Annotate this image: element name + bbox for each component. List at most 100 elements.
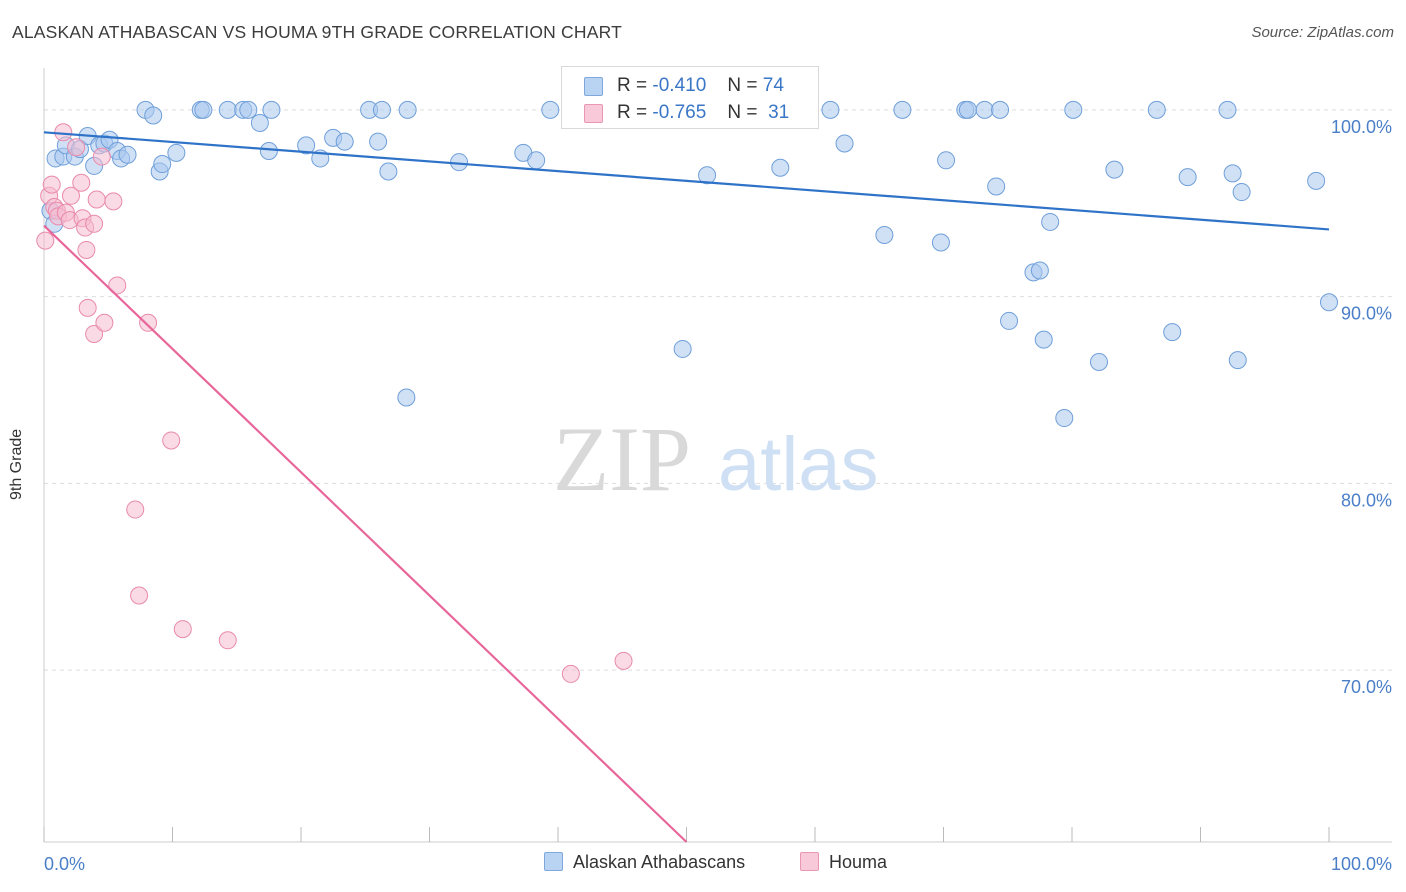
- data-point-athabascan: [218, 100, 237, 119]
- watermark-zip: ZIP: [553, 408, 691, 510]
- bottom-legend-label: Alaskan Athabascans: [573, 852, 746, 872]
- data-point-athabascan: [821, 100, 840, 119]
- data-point-athabascan: [144, 106, 163, 125]
- watermark: ZIP atlas: [553, 408, 879, 510]
- legend-r-label: R =: [617, 75, 648, 96]
- data-point-athabascan: [239, 100, 258, 119]
- data-point-athabascan: [397, 388, 416, 407]
- legend-n-value: 74: [762, 75, 784, 96]
- data-point-athabascan: [893, 100, 912, 119]
- data-point-houma: [42, 175, 61, 194]
- data-point-athabascan: [1030, 261, 1049, 280]
- data-point-houma: [95, 313, 114, 332]
- data-point-athabascan: [771, 158, 790, 177]
- data-point-athabascan: [118, 145, 137, 164]
- data-point-athabascan: [1105, 160, 1124, 179]
- y-tick-label: 100.0%: [1331, 117, 1392, 137]
- axis-layer: 70.0% 80.0% 90.0% 100.0% 0.0% 100.0%: [43, 68, 1392, 874]
- data-point-athabascan: [541, 100, 560, 119]
- data-point-athabascan: [1147, 100, 1166, 119]
- y-tick-label: 90.0%: [1341, 304, 1392, 324]
- data-point-athabascan: [1320, 293, 1338, 312]
- data-point-athabascan: [1232, 183, 1251, 202]
- data-point-athabascan: [1218, 100, 1237, 119]
- data-point-houma: [77, 240, 96, 259]
- data-point-athabascan: [250, 113, 269, 132]
- bottom-legend-athabascan: Alaskan Athabascans: [544, 852, 745, 873]
- data-point-houma: [36, 231, 55, 250]
- data-point-athabascan: [1089, 353, 1108, 372]
- legend-swatch-pink: [584, 104, 603, 123]
- data-point-houma: [92, 147, 111, 166]
- data-point-athabascan: [1041, 212, 1060, 231]
- source-label: Source: ZipAtlas.com: [1251, 24, 1394, 41]
- data-point-athabascan: [931, 233, 950, 252]
- data-point-houma: [130, 586, 149, 605]
- data-point-houma: [162, 431, 181, 450]
- data-point-athabascan: [991, 100, 1010, 119]
- data-point-athabascan: [937, 151, 956, 170]
- grid-layer: [44, 109, 1392, 671]
- data-point-athabascan: [262, 100, 281, 119]
- legend-swatch-blue: [584, 77, 603, 96]
- chart-title: ALASKAN ATHABASCAN VS HOUMA 9TH GRADE CO…: [12, 22, 623, 42]
- legend-n-label: N =: [727, 75, 758, 96]
- data-point-athabascan: [297, 136, 316, 155]
- data-point-athabascan: [167, 143, 186, 162]
- data-point-houma: [561, 664, 580, 683]
- data-point-athabascan: [673, 339, 692, 358]
- bottom-legend-swatch-blue: [544, 852, 563, 871]
- trend-line-houma: [43, 224, 688, 843]
- data-point-houma: [78, 298, 97, 317]
- trend-layer: [43, 131, 1330, 843]
- data-point-houma: [85, 325, 104, 343]
- x-tick-label: 0.0%: [44, 854, 85, 874]
- points-layer: [36, 100, 1338, 683]
- data-point-athabascan: [372, 100, 391, 119]
- trend-line-athabascan: [43, 131, 1330, 231]
- x-tick-label: 100.0%: [1331, 854, 1392, 874]
- data-point-houma: [85, 214, 104, 233]
- data-point-houma: [72, 173, 91, 192]
- data-point-athabascan: [1064, 100, 1083, 119]
- data-point-houma: [67, 138, 86, 157]
- data-point-athabascan: [369, 132, 388, 151]
- legend-r-label: R =: [617, 102, 648, 123]
- data-point-athabascan: [335, 132, 354, 151]
- data-point-houma: [173, 620, 192, 639]
- data-point-athabascan: [153, 155, 172, 174]
- data-point-houma: [61, 186, 80, 205]
- data-point-houma: [108, 276, 127, 295]
- legend-n-value: 31: [768, 102, 790, 123]
- legend-n-label: N =: [727, 102, 758, 123]
- y-tick-label: 80.0%: [1341, 490, 1392, 510]
- data-point-athabascan: [698, 166, 717, 185]
- data-point-houma: [126, 500, 145, 519]
- data-point-athabascan: [975, 100, 994, 119]
- data-point-athabascan: [1307, 171, 1326, 190]
- legend-r-value: -0.765: [652, 102, 707, 123]
- data-point-athabascan: [958, 100, 977, 119]
- data-point-athabascan: [194, 100, 213, 119]
- data-point-athabascan: [875, 226, 894, 245]
- data-point-athabascan: [259, 141, 278, 160]
- data-point-houma: [139, 313, 158, 332]
- bottom-legend-swatch-pink: [800, 852, 819, 871]
- data-point-athabascan: [1228, 351, 1247, 370]
- bottom-legend-label: Houma: [829, 852, 888, 872]
- data-point-athabascan: [1178, 168, 1197, 187]
- data-point-athabascan: [835, 134, 854, 153]
- data-point-houma: [218, 631, 237, 650]
- legend-r-value: -0.410: [652, 75, 707, 96]
- data-point-athabascan: [987, 177, 1006, 196]
- data-point-athabascan: [1163, 323, 1182, 342]
- data-point-athabascan: [1223, 164, 1242, 183]
- data-point-houma: [87, 190, 106, 209]
- bottom-legend-houma: Houma: [800, 852, 887, 873]
- y-axis-label: 9th Grade: [8, 428, 25, 500]
- data-point-houma: [104, 192, 123, 211]
- data-point-houma: [614, 651, 633, 670]
- data-point-athabascan: [1034, 330, 1053, 349]
- data-point-athabascan: [1055, 409, 1074, 428]
